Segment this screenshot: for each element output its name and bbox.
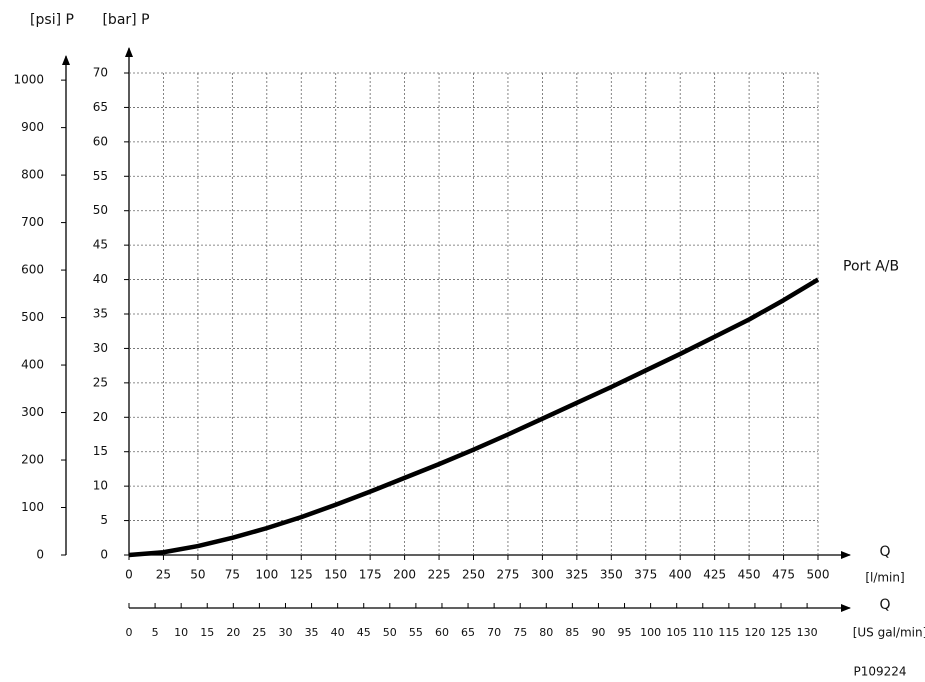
x-tick-label: 200 — [393, 568, 416, 582]
x2-tick-label: 0 — [126, 626, 133, 639]
x2-tick-label: 5 — [152, 626, 159, 639]
x-tick-label: 250 — [462, 568, 485, 582]
y-tick-label: 15 — [93, 444, 108, 458]
x2-tick-label: 85 — [565, 626, 579, 639]
x-tick-label: 450 — [738, 568, 761, 582]
y2-tick-label: 100 — [21, 500, 44, 514]
y2-tick-label: 800 — [21, 168, 44, 182]
data-line — [128, 277, 820, 558]
x-axis-label: Q — [879, 544, 890, 560]
y-tick-label: 65 — [93, 100, 108, 114]
series-label: Port A/B — [843, 259, 899, 275]
x-tick-label: 50 — [190, 568, 205, 582]
x2-tick-label: 70 — [487, 626, 501, 639]
y2-tick-label: 200 — [21, 453, 44, 467]
y-tick-label: 30 — [93, 341, 108, 355]
y2-tick-label: 500 — [21, 310, 44, 324]
x-tick-label: 75 — [225, 568, 240, 582]
x2-tick-label: 65 — [461, 626, 475, 639]
x2-tick-label: 120 — [744, 626, 765, 639]
x-tick-label: 475 — [772, 568, 795, 582]
y-tick-label: 35 — [93, 307, 108, 321]
x-tick-label: 25 — [156, 568, 171, 582]
x2-tick-label: 130 — [797, 626, 818, 639]
x-tick-label: 100 — [255, 568, 278, 582]
x-tick-label: 500 — [807, 568, 830, 582]
x2-tick-label: 115 — [718, 626, 739, 639]
x-tick-label: 425 — [703, 568, 726, 582]
x-tick-label: 325 — [565, 568, 588, 582]
x2-tick-label: 15 — [200, 626, 214, 639]
x2-tick-label: 90 — [591, 626, 605, 639]
x2-tick-label: 50 — [383, 626, 397, 639]
y-axis-label: [bar] P — [102, 12, 149, 28]
x2-axis-unit: [US gal/min] — [853, 626, 925, 640]
y2-axis-label: [psi] P — [30, 12, 74, 28]
x2-tick-label: 25 — [252, 626, 266, 639]
x2-tick-label: 35 — [305, 626, 319, 639]
x-tick-label: 125 — [290, 568, 313, 582]
x2-tick-label: 30 — [278, 626, 292, 639]
x2-tick-label: 80 — [539, 626, 553, 639]
y-tick-label: 0 — [100, 548, 108, 562]
y2-tick-label: 1000 — [13, 73, 44, 87]
y-tick-label: 5 — [100, 513, 108, 527]
x2-axis-label: Q — [879, 597, 890, 613]
x-tick-label: 400 — [669, 568, 692, 582]
y2-tick-label: 400 — [21, 358, 44, 372]
y-tick-label: 70 — [93, 66, 108, 80]
y-tick-label: 45 — [93, 238, 108, 252]
y-tick-label: 25 — [93, 375, 108, 389]
footnote: P109224 — [853, 665, 906, 679]
y2-tick-label: 900 — [21, 120, 44, 134]
y-tick-label: 20 — [93, 410, 108, 424]
x-tick-label: 225 — [428, 568, 451, 582]
x-tick-label: 275 — [496, 568, 519, 582]
y-tick-label: 10 — [93, 479, 108, 493]
x-tick-label: 175 — [359, 568, 382, 582]
y2-tick-label: 300 — [21, 405, 44, 419]
y-tick-label: 60 — [93, 134, 108, 148]
x-tick-label: 150 — [324, 568, 347, 582]
x2-tick-label: 125 — [771, 626, 792, 639]
x-tick-label: 350 — [600, 568, 623, 582]
x2-tick-label: 95 — [618, 626, 632, 639]
x-axis-unit: [l/min] — [865, 571, 904, 585]
x2-tick-label: 20 — [226, 626, 240, 639]
y2-tick-label: 700 — [21, 215, 44, 229]
x2-tick-label: 45 — [357, 626, 371, 639]
x2-tick-label: 100 — [640, 626, 661, 639]
y2-tick-label: 600 — [21, 263, 44, 277]
x-tick-label: 0 — [125, 568, 133, 582]
x2-tick-label: 110 — [692, 626, 713, 639]
x2-tick-label: 40 — [331, 626, 345, 639]
y-tick-label: 40 — [93, 272, 108, 286]
y-tick-label: 50 — [93, 203, 108, 217]
y2-tick-label: 0 — [36, 548, 44, 562]
y-tick-label: 55 — [93, 169, 108, 183]
x2-tick-label: 60 — [435, 626, 449, 639]
x-tick-label: 375 — [634, 568, 657, 582]
x2-tick-label: 75 — [513, 626, 527, 639]
x2-tick-label: 55 — [409, 626, 423, 639]
x2-tick-label: 105 — [666, 626, 687, 639]
x2-tick-label: 10 — [174, 626, 188, 639]
x-tick-label: 300 — [531, 568, 554, 582]
